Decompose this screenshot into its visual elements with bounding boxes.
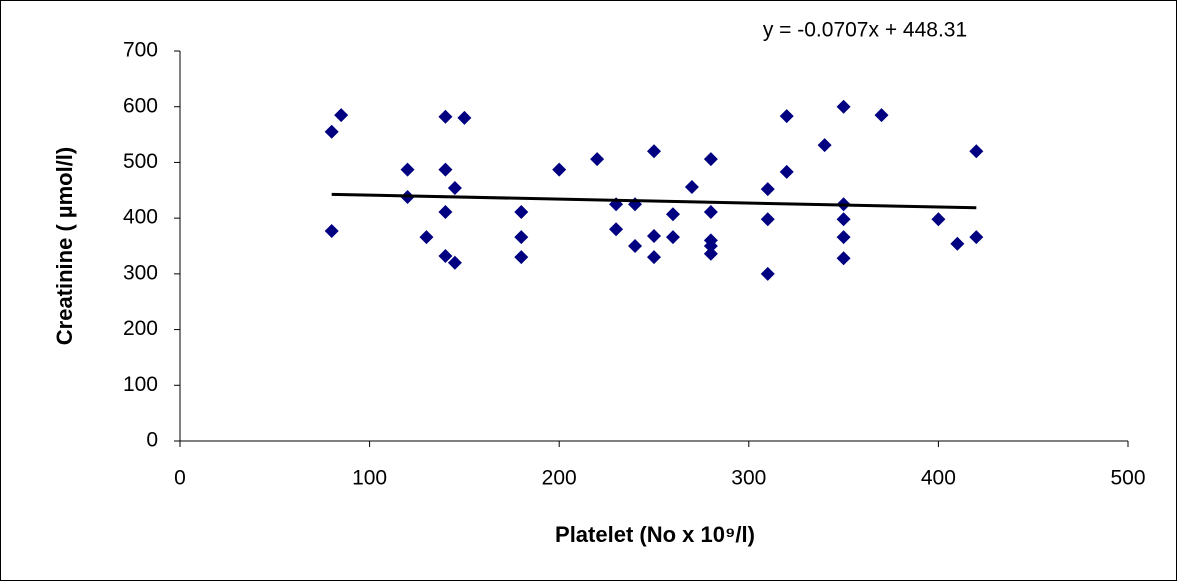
y-axis-title: Creatinine ( µmol/l) — [52, 147, 77, 345]
data-point — [438, 109, 453, 124]
y-tick-label: 200 — [123, 317, 158, 340]
data-point — [703, 152, 718, 167]
trendline-equation: y = -0.0707x + 448.31 — [763, 19, 967, 42]
x-axis-title: Platelet (No x 10⁹/l) — [555, 522, 755, 547]
data-point — [438, 249, 453, 264]
y-tick-label: 100 — [123, 373, 158, 396]
data-point — [590, 152, 605, 167]
y-tick-label: 400 — [123, 206, 158, 229]
data-point — [647, 250, 661, 265]
data-point — [324, 223, 339, 238]
data-point — [438, 162, 453, 177]
data-point — [703, 239, 718, 253]
y-tick-label: 700 — [123, 39, 158, 62]
data-point — [779, 109, 794, 124]
data-point — [969, 230, 984, 245]
data-point — [334, 108, 349, 123]
x-tick-label: 200 — [542, 467, 577, 490]
data-point — [836, 230, 851, 245]
data-point — [447, 255, 462, 270]
data-point — [931, 212, 946, 227]
data-point — [514, 230, 529, 245]
data-point — [665, 207, 680, 222]
data-point — [950, 236, 965, 251]
data-point — [836, 212, 851, 227]
data-point — [817, 138, 832, 153]
x-tick-label: 400 — [921, 467, 956, 490]
data-point — [400, 162, 415, 177]
data-point — [438, 205, 453, 220]
data-point — [760, 182, 775, 197]
data-point — [647, 228, 661, 243]
x-tick-label: 0 — [174, 467, 186, 490]
data-point — [684, 179, 699, 194]
y-tick-label: 600 — [123, 94, 158, 117]
data-point — [457, 110, 472, 125]
data-point — [969, 144, 984, 159]
data-point — [628, 239, 643, 253]
data-point — [514, 250, 529, 265]
x-tick-label: 300 — [731, 467, 766, 490]
data-point — [324, 124, 339, 139]
y-tick-label: 0 — [146, 429, 158, 452]
x-tick-label: 100 — [352, 467, 387, 490]
trendline — [331, 192, 977, 210]
data-point — [647, 144, 661, 159]
data-point — [703, 246, 718, 261]
data-point — [836, 99, 851, 114]
data-point — [703, 205, 718, 220]
data-point — [874, 108, 889, 123]
x-tick-label: 500 — [1110, 467, 1145, 490]
data-point — [447, 181, 462, 196]
data-point — [609, 222, 624, 237]
data-point — [552, 162, 567, 177]
data-point — [665, 230, 680, 245]
y-tick-label: 500 — [123, 150, 158, 173]
data-point — [779, 164, 794, 179]
data-point — [419, 230, 434, 245]
data-point — [836, 251, 851, 266]
y-tick-label: 300 — [123, 261, 158, 284]
data-point — [760, 212, 775, 227]
data-point — [514, 205, 529, 220]
data-point — [760, 266, 775, 281]
